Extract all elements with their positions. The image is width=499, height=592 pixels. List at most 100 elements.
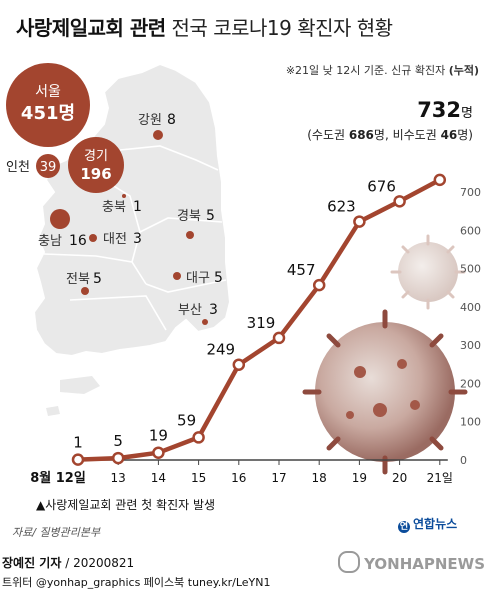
watermark-icon (338, 551, 361, 573)
data-point (192, 431, 205, 444)
region-count-seoul: 451명 (21, 103, 75, 124)
region-bubble-gyeonggi (68, 137, 124, 193)
y-tick-label: 600 (460, 224, 481, 237)
region-count-gangwon: 8 (167, 112, 176, 128)
data-point (111, 451, 125, 465)
region-dot-gangwon (153, 130, 163, 140)
reporter-date: / 20200821 (61, 556, 135, 570)
y-tick-label: 400 (460, 301, 481, 314)
region-count-incheon: 39 (40, 160, 57, 175)
brand-label: 연합뉴스 (413, 517, 458, 531)
virus-small-icon (390, 234, 466, 310)
region-name-busan: 부산 (178, 303, 202, 318)
region-count-chungnam: 16 (69, 233, 87, 249)
y-tick-label: 0 (460, 454, 467, 467)
map-border (69, 295, 167, 331)
region-name-gyeonggi: 경기 (84, 149, 108, 164)
data-label: 623 (327, 198, 356, 216)
breakdown-text: 명) (457, 128, 473, 142)
data-label: 457 (287, 261, 316, 279)
breakdown-text: 명, 비수도권 (373, 128, 441, 142)
region-count-daejeon: 3 (133, 231, 142, 247)
region-dot-jeonbuk (81, 287, 89, 295)
page-title: 사랑제일교회 관련 전국 코로나19 확진자 현황 (16, 12, 393, 41)
x-axis: 8월 12일 13 14 15 16 17 18 19 20 21일 (30, 459, 453, 486)
total-value: 732 (417, 98, 462, 122)
breakdown-text: (수도권 (307, 128, 349, 142)
x-tick-label: 15 (191, 471, 206, 485)
title-normal: 전국 코로나19 확진자 현황 (171, 16, 394, 40)
x-tick-label: 18 (312, 471, 327, 485)
data-point (71, 453, 85, 466)
region-dot-gyeongbuk (186, 231, 194, 239)
region-count-gyeongbuk: 5 (206, 208, 215, 224)
breakdown-noncapital: 46 (440, 128, 458, 142)
total-count: 732명 (417, 98, 473, 122)
data-label: 59 (177, 411, 196, 429)
source-note: 자료/ 질병관리본부 (12, 526, 101, 539)
map-border (103, 179, 141, 263)
title-bold: 사랑제일교회 관련 (16, 16, 166, 40)
x-tick-label: 21일 (427, 471, 453, 485)
data-label: 5 (113, 432, 123, 450)
note: ※21일 낮 12시 기준. 신규 확진자 (누적) (286, 62, 479, 78)
data-point (272, 331, 286, 345)
data-point (312, 278, 326, 292)
breakdown-capital: 686 (348, 128, 374, 142)
first-case-note: ▲사랑제일교회 관련 첫 확진자 발생 (36, 498, 216, 512)
region-count-busan: 3 (209, 302, 218, 318)
region-name-jeonbuk: 전북 (66, 272, 90, 287)
region-name-incheon: 인천 (6, 160, 30, 175)
region-dot-chungbuk (122, 194, 126, 198)
watermark-text: YONHAPNEWS (364, 555, 485, 573)
social-links: 트위터 @yonhap_graphics 페이스북 tuney.kr/LeYN1 (2, 576, 271, 589)
data-point (433, 173, 447, 187)
y-tick-label: 700 (460, 186, 481, 199)
map-border (145, 279, 227, 293)
data-label: 676 (367, 177, 396, 195)
data-point (353, 215, 366, 228)
data-labels: 1 5 19 59 249 319 457 623 676 (73, 177, 396, 451)
y-tick-label: 500 (460, 263, 481, 276)
region-name-seoul: 서울 (35, 84, 61, 100)
x-tick-label: 17 (271, 471, 286, 485)
x-tick-label: 20 (392, 471, 407, 485)
region-dot-daegu (173, 272, 181, 280)
data-point (152, 446, 165, 459)
region-dot-busan (202, 319, 208, 325)
region-markers: 서울 451명 경기 196 인천 39 강원 8 충북 1 충남 16 대전 … (6, 63, 223, 325)
x-tick-label: 16 (231, 471, 246, 485)
brand-mark-icon: 연 (398, 521, 410, 533)
virus-large-icon (302, 309, 468, 475)
note-emph: (누적) (448, 64, 479, 77)
korea-map (32, 62, 232, 416)
map-island-jeju (60, 376, 100, 394)
map-border (43, 253, 147, 285)
note-prefix: ※21일 낮 12시 기준. 신규 확진자 (285, 64, 446, 77)
y-tick-label: 100 (460, 416, 481, 429)
map-border (119, 145, 219, 171)
region-name-daejeon: 대전 (103, 232, 127, 247)
map-border (139, 217, 223, 233)
watermark: YONHAPNEWS (338, 551, 485, 573)
y-tick-label: 300 (460, 339, 481, 352)
data-point (232, 358, 246, 371)
series-line (77, 177, 441, 462)
map-island-small (46, 406, 60, 416)
x-tick-label: 14 (151, 471, 166, 485)
region-name-gyeongbuk: 경북 (177, 209, 201, 224)
y-tick-label: 200 (460, 377, 481, 390)
x-tick-label: 19 (352, 471, 367, 485)
total-unit: 명 (461, 106, 473, 121)
region-name-daegu: 대구 (186, 271, 210, 286)
region-bubble-seoul (6, 63, 90, 147)
y-axis: 0 100 200 300 400 500 600 700 (460, 186, 481, 467)
data-label: 1 (73, 434, 83, 452)
data-point (393, 195, 406, 208)
region-count-chungbuk: 1 (133, 199, 142, 215)
data-label: 249 (206, 341, 235, 359)
x-tick-label: 8월 12일 (30, 470, 86, 486)
data-label: 319 (247, 314, 276, 332)
